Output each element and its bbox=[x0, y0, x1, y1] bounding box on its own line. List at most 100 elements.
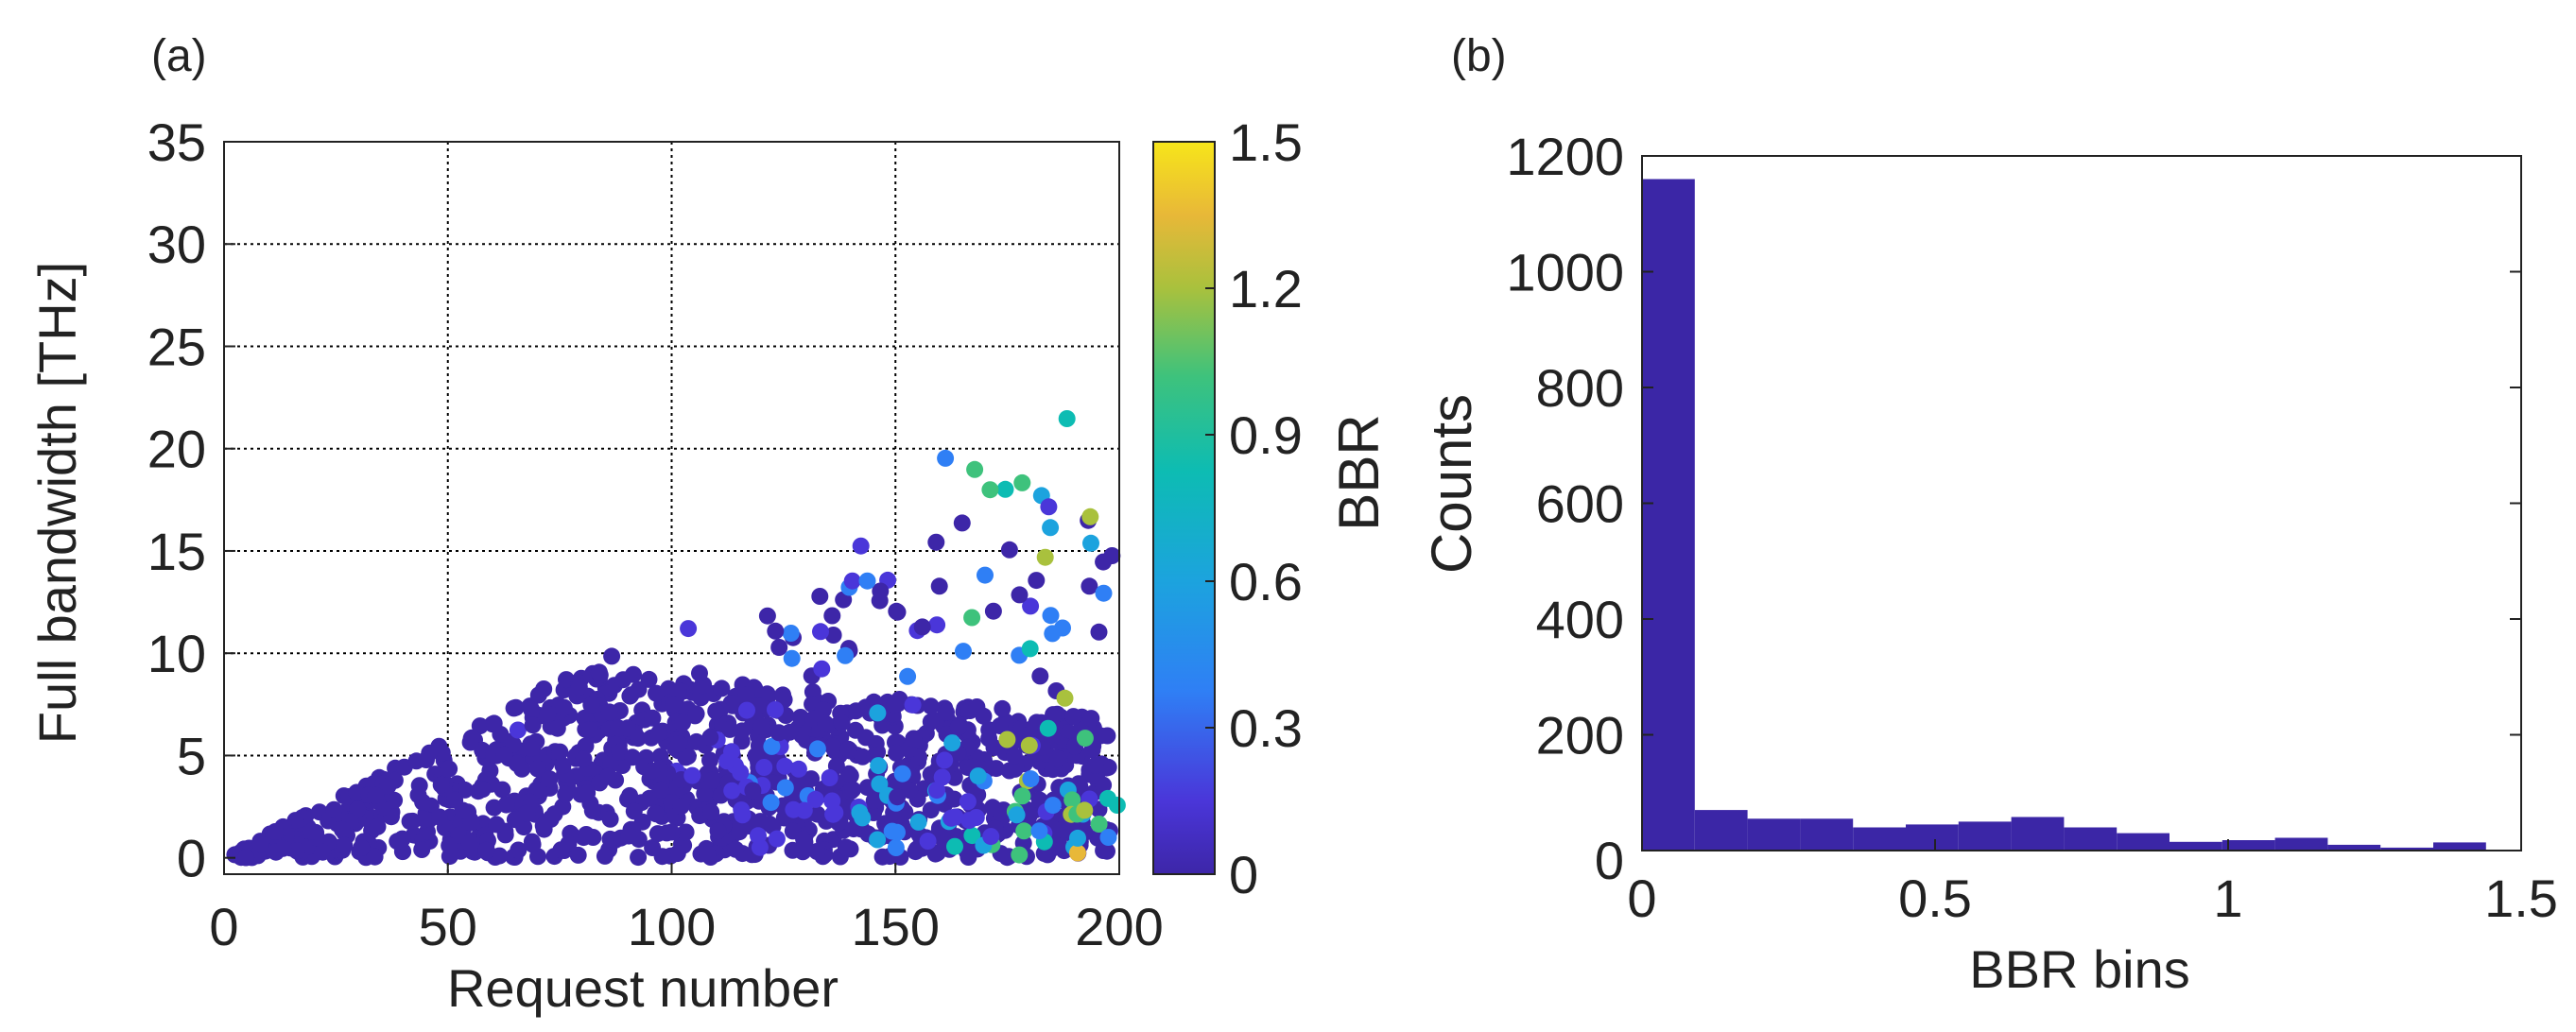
scatter-point bbox=[683, 766, 701, 784]
histogram-bar bbox=[2011, 817, 2065, 851]
scatter-point bbox=[510, 841, 527, 859]
panel-b-bars bbox=[1642, 179, 2486, 851]
scatter-point bbox=[665, 696, 683, 714]
panel-b-x-ticks: 0 0.5 1 1.5 bbox=[1627, 839, 2558, 928]
scatter-point bbox=[701, 729, 719, 747]
scatter-point bbox=[751, 838, 769, 856]
scatter-point bbox=[823, 607, 841, 625]
scatter-point bbox=[930, 577, 948, 595]
scatter-point bbox=[723, 782, 741, 800]
scatter-point bbox=[462, 814, 480, 832]
scatter-point bbox=[980, 730, 998, 748]
panel-a-x-tick-label: 200 bbox=[1075, 897, 1163, 956]
scatter-point bbox=[709, 822, 727, 840]
scatter-point bbox=[811, 588, 829, 605]
scatter-point bbox=[840, 765, 857, 783]
scatter-point bbox=[460, 834, 478, 851]
scatter-point bbox=[653, 848, 671, 866]
scatter-point bbox=[506, 811, 524, 829]
scatter-point bbox=[946, 837, 963, 855]
scatter-point bbox=[1081, 577, 1098, 595]
scatter-point bbox=[969, 767, 987, 785]
scatter-point bbox=[808, 740, 826, 758]
panel-b-y-ticks: 0 200 400 600 800 1000 1200 bbox=[1506, 127, 2521, 890]
scatter-point bbox=[984, 602, 1002, 620]
scatter-point bbox=[968, 698, 986, 715]
scatter-point bbox=[1000, 541, 1018, 559]
scatter-point bbox=[485, 714, 503, 732]
histogram-bar bbox=[1642, 179, 1695, 851]
histogram-bar bbox=[1906, 824, 1959, 851]
panel-b-x-tick-label: 1 bbox=[2213, 869, 2242, 928]
scatter-point bbox=[640, 670, 658, 688]
panel-a-ylabel: Full bandwidth [THz] bbox=[27, 262, 87, 744]
scatter-point bbox=[1058, 410, 1076, 427]
scatter-point bbox=[1095, 776, 1113, 794]
scatter-point bbox=[808, 843, 826, 860]
colorbar-tick-label: 0.3 bbox=[1229, 698, 1303, 758]
panel-b-x-tick-label: 0.5 bbox=[1898, 869, 1972, 928]
scatter-point bbox=[1076, 801, 1094, 819]
scatter-point bbox=[267, 823, 285, 840]
scatter-point bbox=[1049, 749, 1067, 767]
scatter-point bbox=[1008, 806, 1026, 824]
scatter-point bbox=[905, 730, 923, 748]
scatter-point bbox=[1021, 640, 1039, 658]
scatter-point bbox=[721, 720, 738, 738]
histogram-bar bbox=[2170, 841, 2222, 851]
panel-a-xlabel: Request number bbox=[447, 958, 838, 1018]
scatter-point bbox=[554, 757, 572, 775]
scatter-point bbox=[824, 627, 842, 644]
scatter-point bbox=[943, 734, 961, 752]
scatter-point bbox=[966, 460, 984, 478]
panel-a: (a) 0 50 100 150 200 0 5 10 15 20 25 30 35 Request … bbox=[27, 31, 1164, 1018]
scatter-point bbox=[369, 817, 387, 835]
histogram-bar bbox=[2380, 847, 2433, 851]
scatter-point bbox=[1069, 829, 1086, 847]
panel-a-x-tick-label: 50 bbox=[419, 897, 477, 956]
scatter-point bbox=[336, 836, 354, 854]
scatter-point bbox=[414, 793, 432, 811]
scatter-point bbox=[993, 806, 1011, 824]
scatter-point bbox=[752, 717, 770, 735]
scatter-point bbox=[582, 696, 600, 714]
scatter-point bbox=[474, 781, 492, 799]
scatter-point bbox=[824, 737, 842, 755]
scatter-point bbox=[737, 686, 755, 704]
scatter-point bbox=[1028, 572, 1046, 590]
scatter-point bbox=[643, 762, 661, 780]
scatter-point bbox=[1044, 797, 1062, 815]
scatter-point bbox=[488, 816, 506, 834]
scatter-point bbox=[508, 754, 526, 772]
scatter-point bbox=[1086, 757, 1104, 774]
scatter-point bbox=[1090, 623, 1108, 641]
scatter-point bbox=[744, 782, 762, 800]
scatter-point bbox=[1082, 534, 1099, 552]
panel-a-y-ticks: 0 5 10 15 20 25 30 35 bbox=[147, 112, 235, 888]
colorbar-tick-label: 0.6 bbox=[1229, 552, 1303, 611]
histogram-bar bbox=[2064, 827, 2118, 851]
panel-a-y-tick-label: 35 bbox=[147, 112, 206, 172]
scatter-point bbox=[758, 607, 776, 625]
scatter-point bbox=[454, 801, 472, 819]
colorbar: 0 0.3 0.6 0.9 1.2 1.5 BBR bbox=[1152, 112, 1391, 904]
scatter-point bbox=[889, 788, 907, 806]
scatter-point bbox=[982, 828, 1000, 846]
scatter-point bbox=[650, 724, 668, 742]
panel-b-label: (b) bbox=[1451, 31, 1507, 81]
scatter-point bbox=[581, 721, 598, 739]
panel-a-y-tick-label: 10 bbox=[147, 624, 206, 683]
scatter-point bbox=[539, 705, 557, 723]
panel-a-y-tick-label: 20 bbox=[147, 420, 206, 479]
scatter-point bbox=[1036, 548, 1054, 566]
scatter-point bbox=[789, 760, 807, 778]
scatter-point bbox=[477, 841, 495, 859]
scatter-point bbox=[738, 701, 755, 719]
scatter-point bbox=[601, 810, 619, 828]
panel-b: (b) 0 0.5 1 1.5 0 200 400 600 800 1000 1200 BBR b… bbox=[1420, 31, 2558, 999]
scatter-point bbox=[625, 802, 643, 820]
scatter-point bbox=[267, 843, 285, 861]
scatter-point bbox=[933, 768, 951, 786]
scatter-point bbox=[509, 721, 527, 739]
